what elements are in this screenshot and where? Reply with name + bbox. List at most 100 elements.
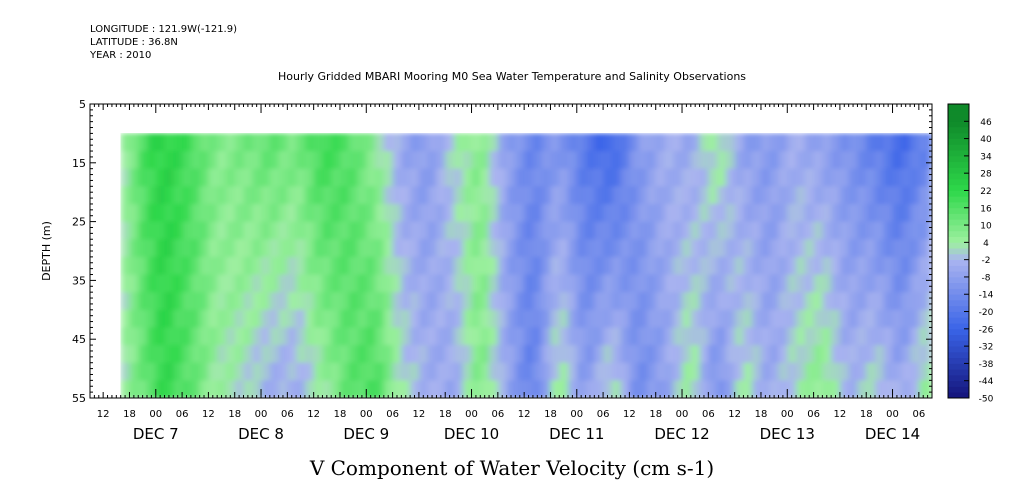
heatmap-cell	[717, 274, 727, 293]
heatmap-cell	[497, 239, 508, 258]
heatmap-cell	[866, 221, 876, 240]
heatmap-cell	[348, 362, 359, 381]
heatmap-cell	[857, 274, 867, 293]
heatmap-cell	[348, 168, 359, 187]
heatmap-cell	[559, 256, 569, 276]
heatmap-cell	[866, 327, 876, 346]
heatmap-cell	[927, 239, 932, 258]
colorbar-label: 40	[980, 135, 992, 145]
heatmap-cell	[594, 151, 604, 170]
heatmap-cell	[594, 221, 604, 240]
heatmap-cell	[147, 203, 157, 223]
heatmap-cell	[638, 239, 648, 258]
heatmap-cell	[164, 151, 174, 170]
colorbar-swatch	[948, 132, 969, 139]
heatmap-cell	[120, 133, 131, 152]
heatmap-cell	[725, 309, 736, 329]
heatmap-cell	[383, 168, 394, 187]
heatmap-cell	[725, 292, 736, 311]
heatmap-cell	[629, 380, 639, 398]
heatmap-cell	[524, 133, 534, 152]
heatmap-cell	[120, 380, 131, 398]
heatmap-cell	[857, 362, 867, 381]
colorbar-label: 4	[983, 239, 989, 249]
heatmap-cell	[717, 345, 727, 364]
heatmap-cell	[857, 168, 867, 187]
heatmap-cell	[611, 292, 622, 311]
heatmap-cell	[910, 221, 920, 240]
heatmap-cell	[234, 239, 245, 258]
heatmap-cell	[910, 362, 920, 381]
heatmap-cell	[839, 309, 850, 329]
heatmap-cell	[453, 186, 464, 205]
heatmap-cell	[296, 327, 306, 346]
heatmap-cell	[427, 151, 438, 170]
colorbar-swatch	[948, 369, 969, 376]
heatmap-cell	[918, 203, 929, 223]
heatmap-cell	[182, 186, 192, 205]
heatmap-cell	[848, 309, 859, 329]
heatmap-cell	[559, 380, 569, 398]
colorbar-swatch	[948, 155, 969, 163]
heatmap-cell	[313, 203, 324, 223]
heatmap-cell	[129, 345, 139, 364]
x-hour-label: 00	[149, 409, 162, 420]
heatmap-cell	[138, 239, 148, 258]
heatmap-cell	[489, 203, 499, 223]
y-tick-label: 15	[72, 157, 86, 170]
heatmap-cell	[269, 345, 280, 364]
heatmap-cell	[497, 292, 508, 311]
heatmap-cell	[708, 292, 718, 311]
heatmap-cell	[550, 186, 560, 205]
heatmap-cell	[383, 186, 394, 205]
heatmap-cell	[594, 168, 604, 187]
heatmap-cell	[585, 133, 595, 152]
heatmap-cell	[322, 327, 332, 346]
heatmap-cell	[734, 239, 745, 258]
colorbar-swatch	[948, 104, 969, 111]
heatmap-cell	[664, 274, 674, 293]
heatmap-cell	[339, 239, 350, 258]
heatmap-cell	[874, 380, 885, 398]
heatmap-cell	[217, 327, 227, 346]
heatmap-cell	[629, 186, 639, 205]
heatmap-cell	[506, 186, 516, 205]
heatmap-cell	[147, 274, 157, 293]
heatmap-cell	[559, 362, 569, 381]
heatmap-cell	[208, 133, 218, 152]
heatmap-cell	[831, 292, 841, 311]
heatmap-cell	[155, 186, 166, 205]
heatmap-cell	[497, 274, 508, 293]
heatmap-cell	[392, 151, 402, 170]
heatmap-cell	[138, 221, 148, 240]
heatmap-cell	[331, 221, 341, 240]
colorbar-swatch	[948, 276, 969, 284]
heatmap-cell	[576, 256, 587, 276]
heatmap-cell	[138, 151, 148, 170]
heatmap-cell	[690, 151, 701, 170]
heatmap-cell	[515, 274, 525, 293]
heatmap-cell	[594, 292, 604, 311]
heatmap-cell	[252, 133, 262, 152]
x-hour-label: 12	[413, 409, 426, 420]
heatmap-cell	[138, 168, 148, 187]
heatmap-cell	[603, 256, 613, 276]
heatmap-cell	[322, 133, 332, 152]
heatmap-cell	[331, 203, 341, 223]
heatmap-cell	[410, 221, 420, 240]
heatmap-cell	[690, 133, 701, 152]
heatmap-cell	[138, 362, 148, 381]
heatmap-cell	[734, 186, 745, 205]
heatmap-cell	[138, 380, 148, 398]
heatmap-cell	[585, 362, 595, 381]
heatmap-cell	[261, 221, 271, 240]
heatmap-cell	[427, 274, 438, 293]
heatmap-cell	[927, 186, 932, 205]
heatmap-cell	[182, 292, 192, 311]
colorbar-swatch	[948, 328, 969, 335]
heatmap-cell	[129, 168, 139, 187]
heatmap-cell	[296, 309, 306, 329]
heatmap-cell	[261, 327, 271, 346]
heatmap-cell	[857, 133, 867, 152]
heatmap-cell	[910, 203, 920, 223]
